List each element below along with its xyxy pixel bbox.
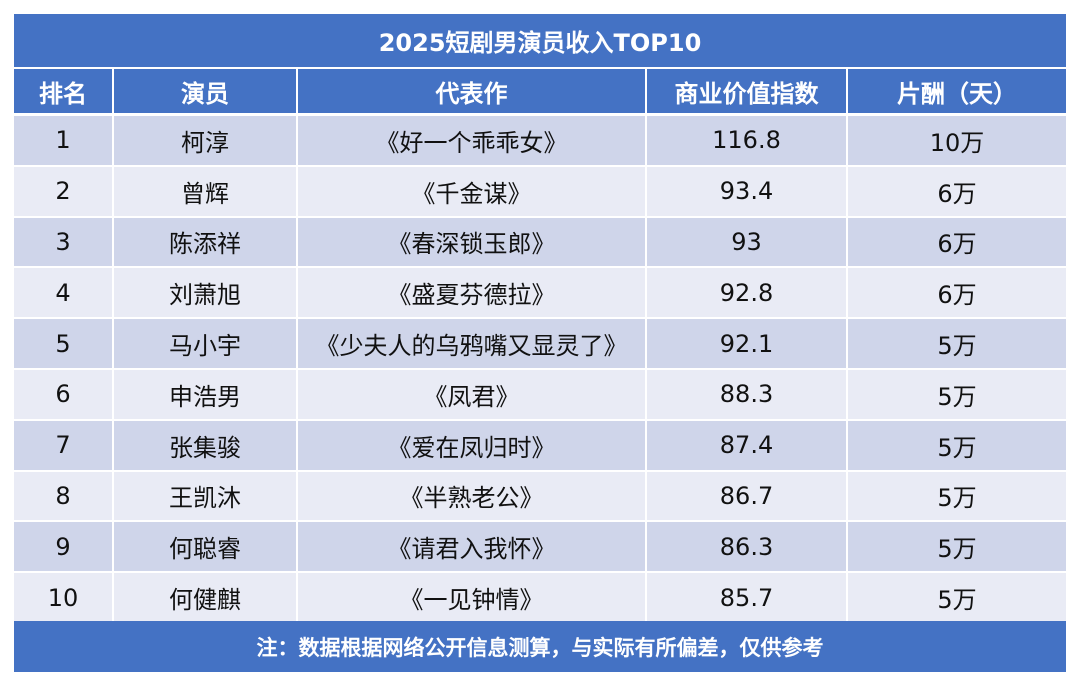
pay-cell: 6万 <box>848 217 1066 269</box>
value-cell: 93 <box>647 217 848 269</box>
value-cell: 86.7 <box>647 471 848 523</box>
header-pay: 片酬（天） <box>848 69 1066 116</box>
table-row: 4 刘萧旭 《盛夏芬德拉》 92.8 6万 <box>14 268 1066 320</box>
pay-cell: 5万 <box>848 522 1066 574</box>
work-cell: 《春深锁玉郎》 <box>298 217 647 269</box>
rank-cell: 1 <box>14 116 114 167</box>
actor-cell: 王凯沐 <box>114 471 298 523</box>
work-cell: 《千金谋》 <box>298 166 647 218</box>
header-value: 商业价值指数 <box>647 69 848 116</box>
pay-cell: 6万 <box>848 268 1066 320</box>
header-actor: 演员 <box>114 69 298 116</box>
table-row: 10 何健麒 《一见钟情》 85.7 5万 <box>14 573 1066 624</box>
table-row: 8 王凯沐 《半熟老公》 86.7 5万 <box>14 471 1066 523</box>
table-title: 2025短剧男演员收入TOP10 <box>14 14 1066 67</box>
ranking-table: 排名 演员 代表作 商业价值指数 片酬（天） 1 柯淳 《好一个乖乖女》 116… <box>14 69 1066 624</box>
work-cell: 《凤君》 <box>298 369 647 421</box>
table-row: 7 张集骏 《爱在凤归时》 87.4 5万 <box>14 420 1066 472</box>
ranking-table-card: 2025短剧男演员收入TOP10 排名 演员 代表作 商业价值指数 片酬（天） … <box>14 14 1066 672</box>
rank-cell: 4 <box>14 268 114 320</box>
header-work: 代表作 <box>298 69 647 116</box>
header-row: 排名 演员 代表作 商业价值指数 片酬（天） <box>14 69 1066 116</box>
table-row: 2 曾辉 《千金谋》 93.4 6万 <box>14 166 1066 218</box>
work-cell: 《好一个乖乖女》 <box>298 116 647 167</box>
pay-cell: 10万 <box>848 116 1066 167</box>
rank-cell: 8 <box>14 471 114 523</box>
work-cell: 《一见钟情》 <box>298 573 647 624</box>
header-rank: 排名 <box>14 69 114 116</box>
actor-cell: 陈添祥 <box>114 217 298 269</box>
pay-cell: 6万 <box>848 166 1066 218</box>
rank-cell: 6 <box>14 369 114 421</box>
work-cell: 《爱在凤归时》 <box>298 420 647 472</box>
actor-cell: 马小宇 <box>114 319 298 370</box>
actor-cell: 张集骏 <box>114 420 298 472</box>
work-cell: 《请君入我怀》 <box>298 522 647 574</box>
pay-cell: 5万 <box>848 420 1066 472</box>
actor-cell: 刘萧旭 <box>114 268 298 320</box>
rank-cell: 3 <box>14 217 114 269</box>
value-cell: 116.8 <box>647 116 848 167</box>
pay-cell: 5万 <box>848 573 1066 624</box>
table-row: 9 何聪睿 《请君入我怀》 86.3 5万 <box>14 522 1066 574</box>
pay-cell: 5万 <box>848 369 1066 421</box>
rank-cell: 7 <box>14 420 114 472</box>
value-cell: 86.3 <box>647 522 848 574</box>
actor-cell: 何聪睿 <box>114 522 298 574</box>
table-row: 5 马小宇 《少夫人的乌鸦嘴又显灵了》 92.1 5万 <box>14 319 1066 370</box>
footnote: 注：数据根据网络公开信息测算，与实际有所偏差，仅供参考 <box>14 621 1066 672</box>
work-cell: 《半熟老公》 <box>298 471 647 523</box>
value-cell: 93.4 <box>647 166 848 218</box>
value-cell: 87.4 <box>647 420 848 472</box>
rank-cell: 9 <box>14 522 114 574</box>
value-cell: 88.3 <box>647 369 848 421</box>
table-row: 6 申浩男 《凤君》 88.3 5万 <box>14 369 1066 421</box>
pay-cell: 5万 <box>848 471 1066 523</box>
actor-cell: 曾辉 <box>114 166 298 218</box>
actor-cell: 申浩男 <box>114 369 298 421</box>
table-row: 1 柯淳 《好一个乖乖女》 116.8 10万 <box>14 116 1066 167</box>
work-cell: 《盛夏芬德拉》 <box>298 268 647 320</box>
rank-cell: 10 <box>14 573 114 624</box>
work-cell: 《少夫人的乌鸦嘴又显灵了》 <box>298 319 647 370</box>
value-cell: 92.8 <box>647 268 848 320</box>
rank-cell: 5 <box>14 319 114 370</box>
actor-cell: 何健麒 <box>114 573 298 624</box>
pay-cell: 5万 <box>848 319 1066 370</box>
value-cell: 92.1 <box>647 319 848 370</box>
actor-cell: 柯淳 <box>114 116 298 167</box>
value-cell: 85.7 <box>647 573 848 624</box>
table-row: 3 陈添祥 《春深锁玉郎》 93 6万 <box>14 217 1066 269</box>
rank-cell: 2 <box>14 166 114 218</box>
